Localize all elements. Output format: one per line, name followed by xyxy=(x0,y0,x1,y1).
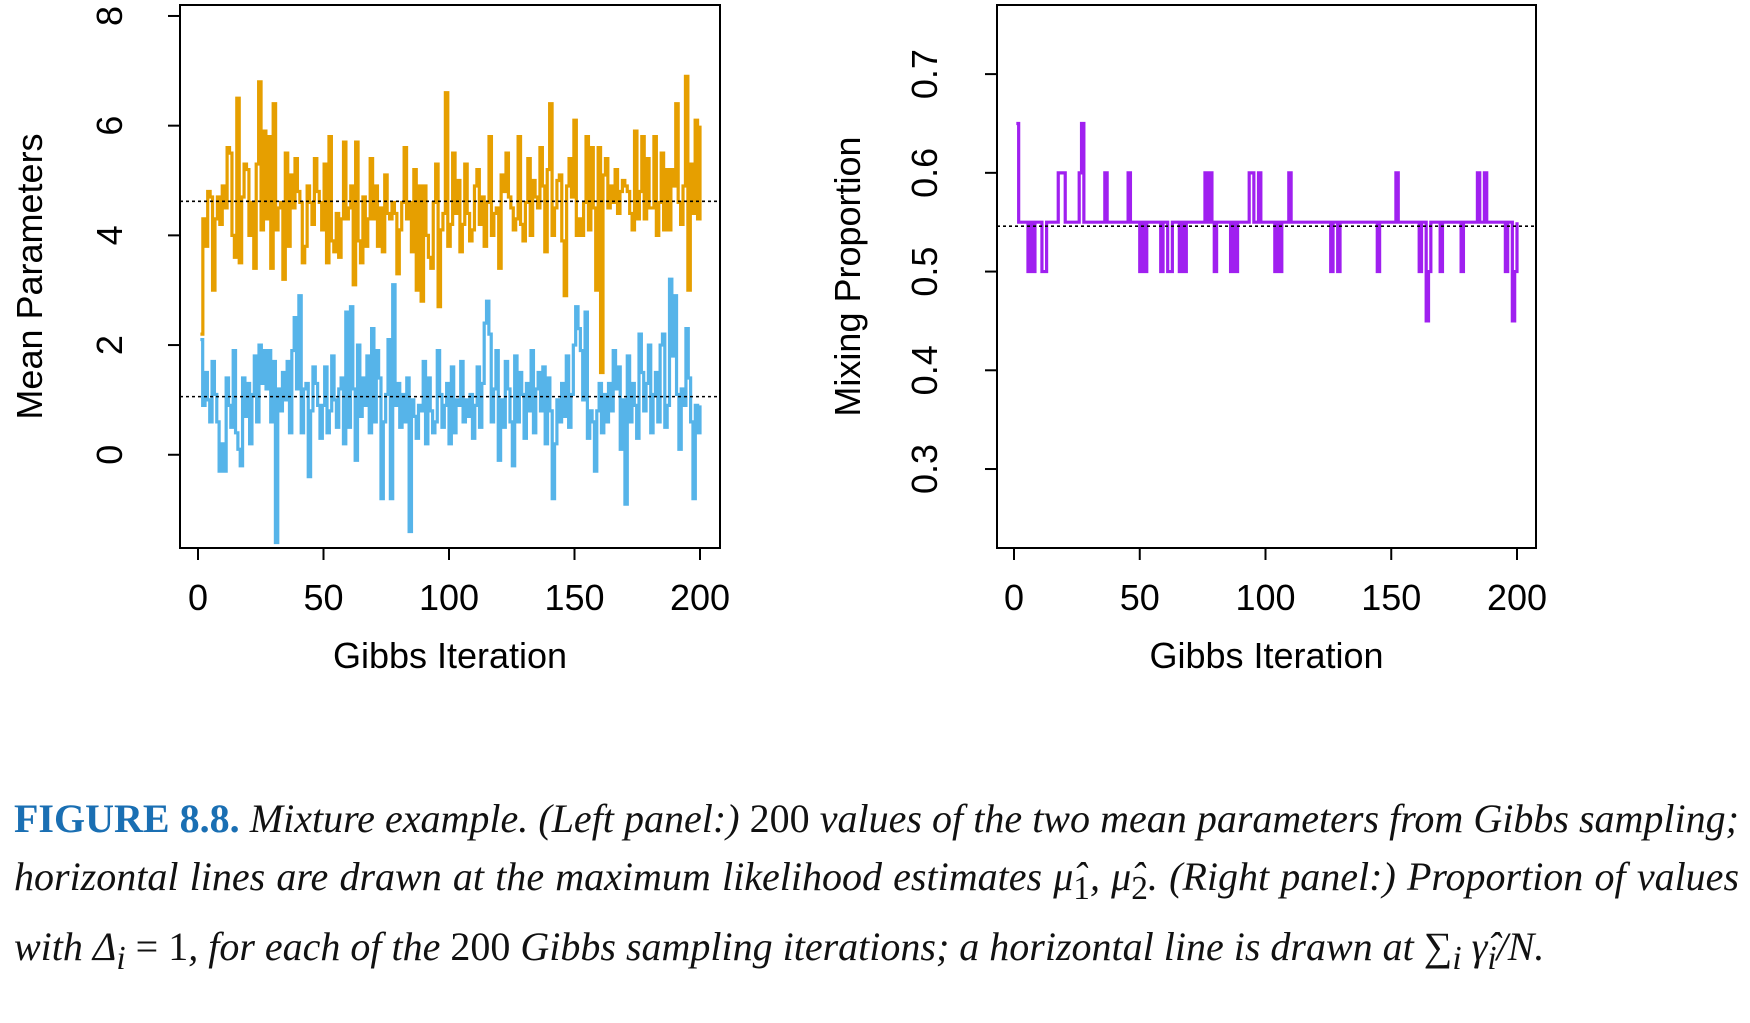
x-axis-label: Gibbs Iteration xyxy=(333,635,567,676)
x-tick-label: 150 xyxy=(1361,577,1421,618)
figure-caption: FIGURE 8.8. Mixture example. (Left panel… xyxy=(14,790,1739,988)
caption-sub-4: i xyxy=(1452,940,1462,977)
x-tick-label: 200 xyxy=(670,577,730,618)
caption-text-7: γ̂ xyxy=(1461,924,1488,969)
series-line-1 xyxy=(200,74,702,375)
caption-text-4: . (Right panel:) Proportion of values wi… xyxy=(14,854,1740,969)
x-tick-label: 100 xyxy=(419,577,479,618)
caption-text-2: values of the two mean parameters from G… xyxy=(14,796,1739,899)
y-axis-label: Mixing Proportion xyxy=(827,136,868,416)
caption-num-2: 200 xyxy=(450,924,511,969)
caption-sub-3: i xyxy=(116,940,126,977)
right-panel-mixing-proportion: 0 50 100 150 200 Gibbs Iteration 0.3 0.4 0.5 0.6 0… xyxy=(827,4,1547,676)
x-tick-label: 0 xyxy=(1004,577,1024,618)
caption-sub-1: 1 xyxy=(1073,870,1090,907)
y-tick-label: 0.7 xyxy=(904,49,945,99)
y-tick-label: 0.4 xyxy=(904,345,945,395)
caption-num-1: 200 xyxy=(749,796,810,841)
x-tick-label: 0 xyxy=(188,577,208,618)
series-line-1 xyxy=(1016,121,1519,323)
y-tick-label: 8 xyxy=(89,6,130,26)
caption-sub-5: i xyxy=(1487,940,1497,977)
y-tick-label: 0.3 xyxy=(904,444,945,494)
x-tick-label: 200 xyxy=(1487,577,1547,618)
y-tick-label: 0.6 xyxy=(904,148,945,198)
y-tick-label: 0 xyxy=(89,445,130,465)
caption-text-3: , μ̂ xyxy=(1089,854,1132,899)
x-tick-label: 100 xyxy=(1235,577,1295,618)
x-tick-label: 50 xyxy=(1120,577,1160,618)
caption-text-1: Mixture example. (Left panel:) xyxy=(239,796,750,841)
caption-text-8: /N. xyxy=(1496,924,1545,969)
caption-body: Mixture example. (Left panel:) 200 value… xyxy=(14,796,1740,977)
series-line-2 xyxy=(200,277,702,545)
x-axis-label: Gibbs Iteration xyxy=(1149,635,1383,676)
y-tick-label: 0.5 xyxy=(904,247,945,297)
x-tick-label: 50 xyxy=(303,577,343,618)
x-tick-label: 150 xyxy=(544,577,604,618)
figure: 0 50 100 150 200 Gibbs Iteration 0 2 4 6 8 Mean Par… xyxy=(9,4,1547,676)
caption-label: FIGURE 8.8. xyxy=(14,796,240,841)
left-panel-mean-parameters: 0 50 100 150 200 Gibbs Iteration 0 2 4 6 8 Mean Par… xyxy=(9,4,730,676)
caption-eq-1: = 1 xyxy=(125,924,189,969)
y-tick-label: 6 xyxy=(89,116,130,136)
caption-text-5: , for each of the xyxy=(188,924,451,969)
caption-sub-2: 2 xyxy=(1131,870,1148,907)
y-axis-label: Mean Parameters xyxy=(9,133,50,419)
plot-frame xyxy=(996,4,1537,549)
y-tick-label: 2 xyxy=(89,335,130,355)
y-tick-label: 4 xyxy=(89,225,130,245)
caption-text-6: Gibbs sampling iterations; a horizontal … xyxy=(510,924,1453,969)
